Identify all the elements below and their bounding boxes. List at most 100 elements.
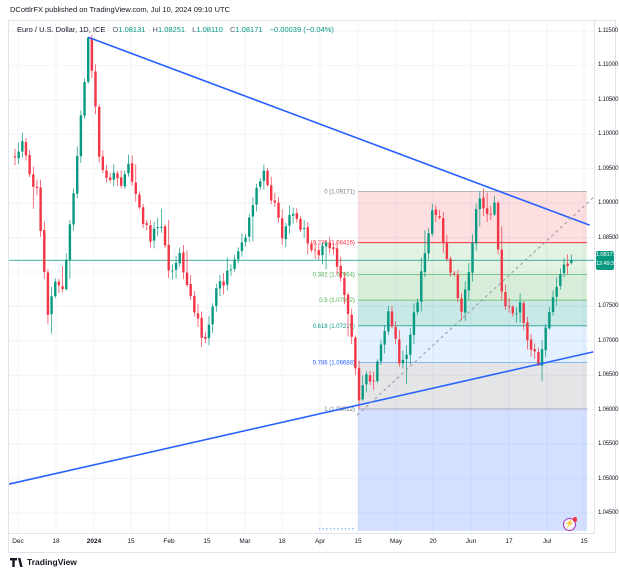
candle-body xyxy=(496,202,500,250)
candle-body xyxy=(156,227,159,229)
fib-level-label: 0.5 (1.07592) xyxy=(319,298,355,304)
candle-body xyxy=(127,163,130,174)
candle-body xyxy=(566,263,569,266)
candlestick-chart[interactable]: 0 (1.09171)0.236 (1.08426)0.382 (1.07964… xyxy=(9,21,594,533)
price-axis-label: 1.11000 xyxy=(598,62,618,69)
candle-body xyxy=(94,71,97,107)
candle-body xyxy=(218,281,222,289)
price-axis-label: 1.05000 xyxy=(598,475,619,482)
candle-body xyxy=(130,163,134,182)
candle-body xyxy=(259,181,262,187)
symbol-legend[interactable]: Euro / U.S. Dollar, 1D, ICE O1.08131 H1.… xyxy=(17,25,334,34)
candle-body xyxy=(244,237,247,242)
time-axis[interactable]: Dec 18 2024 15 Feb 15 Mar 18 Apr 15 May 20 Jun 17 Jul 1… xyxy=(9,533,594,552)
ascending-trendline[interactable] xyxy=(9,351,594,485)
price-axis-label: 1.07500 xyxy=(598,303,619,310)
economic-event-icon[interactable]: ⚡ xyxy=(563,517,577,531)
attribution-text: DCottlrFX published on TradingView.com, … xyxy=(10,5,230,14)
candle-body xyxy=(401,359,405,364)
candle-body xyxy=(76,155,79,194)
candle-body xyxy=(273,200,277,203)
candle-body xyxy=(474,209,478,244)
chart-frame: Euro / U.S. Dollar, 1D, ICE O1.08131 H1.… xyxy=(8,20,619,553)
price-axis-label: 1.08500 xyxy=(598,234,619,241)
ohlc-open-label: O xyxy=(112,25,119,34)
candle-body xyxy=(101,156,105,170)
price-axis[interactable]: 1.08171 12:49:30 1.11500 1.11000 1.10500 1.… xyxy=(594,21,619,534)
candle-body xyxy=(332,247,335,250)
candle-body xyxy=(87,37,90,82)
candle-body xyxy=(167,244,170,271)
candle-body xyxy=(288,215,291,226)
candle-body xyxy=(405,354,408,360)
candle-body xyxy=(182,252,185,273)
candle-body xyxy=(291,213,295,216)
candle-body xyxy=(46,272,50,315)
candle-body xyxy=(178,252,181,264)
time-axis-label: 15 xyxy=(127,538,135,545)
time-axis-label: 15 xyxy=(354,538,362,545)
candle-body xyxy=(233,259,236,269)
ohlc-close-label: C xyxy=(230,25,236,34)
tradingview-logo-text: TradingView xyxy=(27,557,77,567)
time-axis-label: 20 xyxy=(429,538,437,545)
price-axis-label: 1.09000 xyxy=(598,200,619,207)
candle-body xyxy=(434,209,438,216)
candle-body xyxy=(350,314,353,337)
candle-body xyxy=(544,327,547,351)
time-axis-label: 17 xyxy=(505,538,513,545)
fib-retracement[interactable]: 0 (1.09171)0.236 (1.08426)0.382 (1.07964… xyxy=(313,189,588,531)
candle-body xyxy=(266,170,269,186)
time-axis-label: Jul xyxy=(542,538,552,545)
candle-body xyxy=(328,242,331,249)
candle-body xyxy=(354,337,357,369)
candle-body xyxy=(335,248,339,267)
candle-body xyxy=(537,352,540,366)
candle-body xyxy=(555,286,558,297)
candle-body xyxy=(526,322,529,341)
candle-body xyxy=(482,197,485,209)
candle-body xyxy=(171,270,174,272)
candle-body xyxy=(21,141,24,152)
candle-body xyxy=(339,265,342,278)
candle-body xyxy=(383,331,386,345)
candle-body xyxy=(449,258,452,273)
candle-body xyxy=(485,208,489,214)
time-axis-label: Jun xyxy=(465,538,477,545)
candle-body xyxy=(409,334,412,355)
candle-body xyxy=(193,296,196,313)
price-axis-label: 1.04500 xyxy=(598,510,619,517)
fib-level-label: 0.382 (1.07964) xyxy=(313,272,355,278)
candle-body xyxy=(50,296,53,315)
candle-body xyxy=(376,361,379,381)
candles-layer[interactable] xyxy=(13,34,573,409)
candle-body xyxy=(551,297,555,313)
candle-body xyxy=(211,306,214,325)
time-axis-label: 18 xyxy=(52,538,60,545)
candle-body xyxy=(493,202,496,215)
candle-body xyxy=(522,303,525,323)
candle-body xyxy=(500,249,503,292)
candle-body xyxy=(390,311,394,327)
candle-body xyxy=(72,193,75,225)
candle-body xyxy=(533,349,536,352)
candle-body xyxy=(361,385,364,400)
candle-body xyxy=(108,177,112,181)
tradingview-logo[interactable]: TradingView xyxy=(10,557,77,567)
candle-body xyxy=(141,207,145,225)
current-price-value: 1.08171 xyxy=(596,251,616,258)
candle-body xyxy=(570,260,573,263)
candle-body xyxy=(438,215,441,218)
time-axis-label: Feb xyxy=(163,538,175,545)
candle-body xyxy=(54,281,57,297)
candle-body xyxy=(529,339,533,350)
candle-body xyxy=(112,172,116,180)
candle-body xyxy=(346,294,350,314)
ohlc-low-value: 1.08110 xyxy=(196,25,223,34)
candle-body xyxy=(237,251,240,260)
descending-trendline[interactable] xyxy=(87,36,590,226)
candle-body xyxy=(251,205,255,217)
candle-body xyxy=(416,302,419,312)
ohlc-high-label: H xyxy=(152,25,158,34)
candle-body xyxy=(32,174,35,187)
